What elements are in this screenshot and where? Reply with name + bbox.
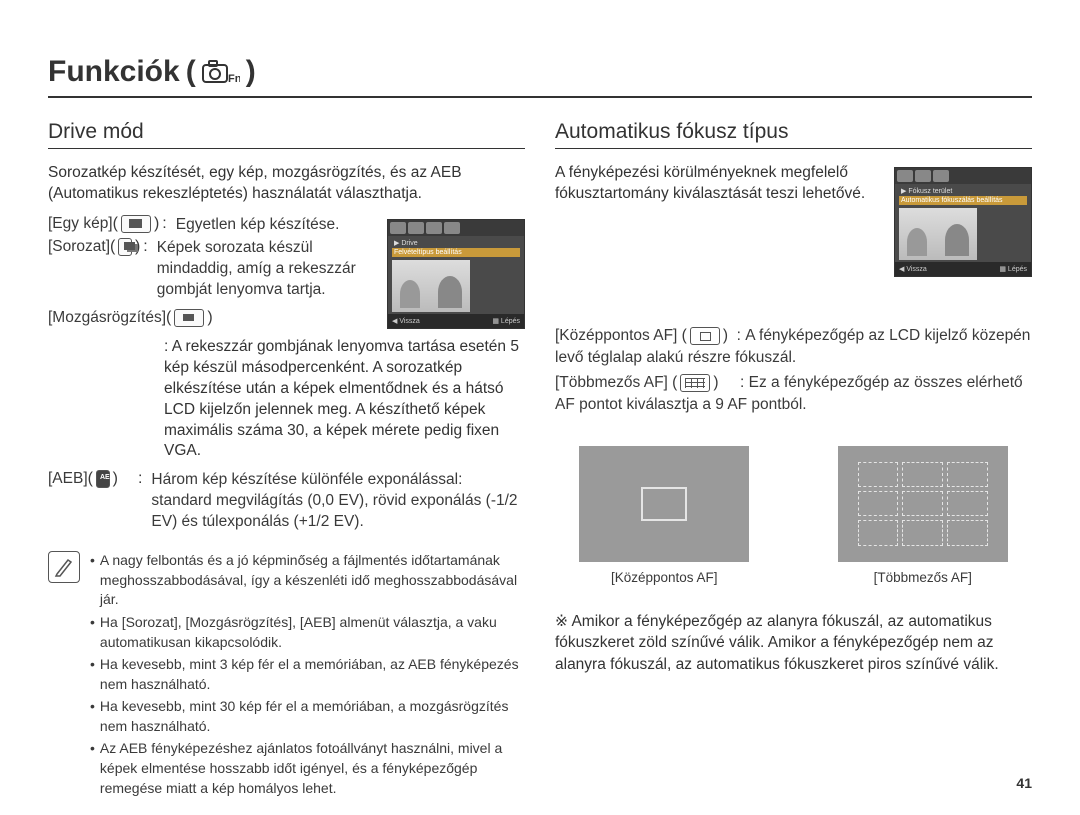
af-multi-caption: [Többmezős AF] <box>838 570 1008 585</box>
camera-fn-icon: Fn <box>202 60 240 84</box>
drive-item-aeb: [AEB] () : Három kép készítése különféle… <box>48 470 525 533</box>
center-af-icon <box>690 327 720 345</box>
drive-continuous-label: [Sorozat] <box>48 238 110 256</box>
drive-single-desc: Egyetlen kép készítése. <box>176 215 340 236</box>
note-5: Az AEB fényképezéshez ajánlatos fotoállv… <box>90 739 525 798</box>
drive-intro: Sorozatkép készítését, egy kép, mozgásrö… <box>48 163 525 205</box>
note-list: A nagy felbontás és a jó képminőség a fá… <box>90 551 525 801</box>
af-footnote: ※ Amikor a fényképezőgép az alanyra fóku… <box>555 611 1032 676</box>
title-open-paren: ( <box>186 55 196 89</box>
right-column: Automatikus fókusz típus ▶ Fókusz terüle… <box>555 120 1032 801</box>
drive-screenshot-move: ▦ Lépés <box>492 317 520 325</box>
note-box: A nagy felbontás és a jó képminőség a fá… <box>48 551 525 801</box>
note-1: A nagy felbontás és a jó képminőség a fá… <box>90 551 525 610</box>
aeb-icon <box>96 470 110 488</box>
drive-screenshot-menu2: Felvételtípus beállítás <box>392 248 520 257</box>
af-diagram-multi: [Többmezős AF] <box>838 446 1008 585</box>
single-shot-icon <box>121 215 151 233</box>
af-multi-grid <box>858 462 988 546</box>
af-center-rect <box>641 487 687 521</box>
drive-motion-label: [Mozgásrögzítés] <box>48 309 166 327</box>
drive-screenshot-back: ◀ Vissza <box>392 317 420 325</box>
note-2: Ha [Sorozat], [Mozgásrögzítés], [AEB] al… <box>90 613 525 652</box>
drive-screenshot-menu1: ▶ Drive <box>392 238 520 248</box>
af-screenshot-back: ◀ Vissza <box>899 265 927 273</box>
svg-text:Fn: Fn <box>228 73 240 84</box>
title-close-paren: ) <box>246 55 256 89</box>
af-screenshot-menu1: ▶ Fókusz terület <box>899 186 1027 196</box>
af-item-center: [Középpontos AF] () : A fényképezőgép az… <box>555 325 1032 368</box>
af-item-multi: [Többmezős AF] () : Ez a fényképezőgép a… <box>555 372 1032 415</box>
af-screenshot-menu2: Automatikus fókuszálás beállítás <box>899 196 1027 205</box>
drive-mode-heading: Drive mód <box>48 120 525 149</box>
drive-item-continuous: [Sorozat] () : Képek sorozata készül min… <box>48 238 377 301</box>
af-diagrams: [Középpontos AF] [Többmezős AF] <box>555 446 1032 585</box>
af-screenshot-move: ▦ Lépés <box>999 265 1027 273</box>
drive-item-motion: [Mozgásrögzítés] () <box>48 309 377 327</box>
continuous-shot-icon <box>118 238 132 256</box>
drive-aeb-label: [AEB] <box>48 470 88 488</box>
page-title: Funkciók ( Fn ) <box>48 55 1032 98</box>
af-diagram-center: [Középpontos AF] <box>579 446 749 585</box>
af-center-label: [Középpontos AF] <box>555 327 677 344</box>
drive-continuous-desc: Képek sorozata készül mindaddig, amíg a … <box>157 238 377 301</box>
drive-screenshot: ▶ Drive Felvételtípus beállítás ◀ Vissza… <box>387 219 525 329</box>
af-center-caption: [Középpontos AF] <box>579 570 749 585</box>
af-multi-label: [Többmezős AF] <box>555 374 668 391</box>
multi-af-icon <box>680 374 710 392</box>
left-column: Drive mód Sorozatkép készítését, egy kép… <box>48 120 525 801</box>
drive-single-label: [Egy kép] <box>48 215 113 233</box>
page-number: 41 <box>1016 775 1032 791</box>
af-screenshot: ▶ Fókusz terület Automatikus fókuszálás … <box>894 167 1032 277</box>
drive-motion-desc: : A rekeszzár gombjának lenyomva tartása… <box>48 337 525 463</box>
motion-capture-icon <box>174 309 204 327</box>
note-icon <box>48 551 80 583</box>
page-title-text: Funkciók <box>48 55 180 89</box>
note-4: Ha kevesebb, mint 30 kép fér el a memóri… <box>90 697 525 736</box>
af-heading: Automatikus fókusz típus <box>555 120 1032 149</box>
drive-aeb-desc: Három kép készítése különféle exponáláss… <box>151 470 525 533</box>
drive-item-single: [Egy kép] () : Egyetlen kép készítése. <box>48 215 377 236</box>
note-3: Ha kevesebb, mint 3 kép fér el a memóriá… <box>90 655 525 694</box>
